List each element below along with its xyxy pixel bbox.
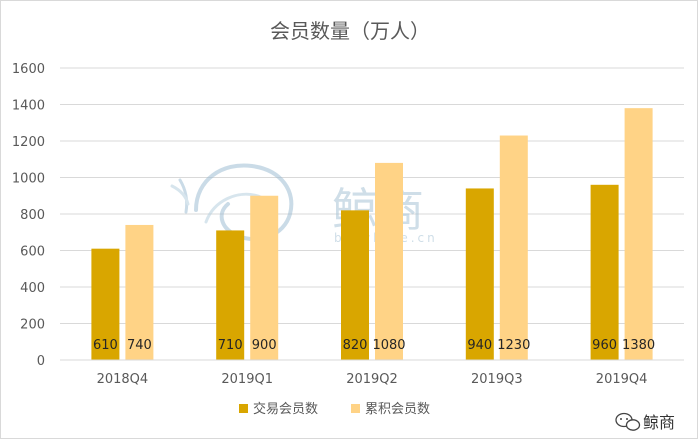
x-category-label-2018Q4: 2018Q4 — [97, 372, 149, 387]
bar-交易会员数-2019Q3 — [465, 188, 494, 360]
data-label-交易会员数-2018Q4: 610 — [93, 338, 118, 353]
x-category-label-2019Q2: 2019Q2 — [346, 372, 398, 387]
legend-label-累积会员数: 累积会员数 — [365, 402, 430, 417]
data-label-交易会员数-2019Q3: 940 — [467, 338, 492, 353]
data-label-累积会员数-2019Q4: 1380 — [622, 338, 655, 353]
x-category-label-2019Q3: 2019Q3 — [471, 372, 523, 387]
bar-交易会员数-2018Q4 — [91, 248, 120, 360]
y-axis-ticks: 0 200 400 600 800 1000 1200 1400 1600 — [12, 62, 45, 369]
legend-swatch-交易会员数 — [239, 404, 248, 413]
legend-label-交易会员数: 交易会员数 — [253, 401, 318, 417]
bar-累积会员数-2019Q3 — [499, 135, 528, 360]
bar-交易会员数-2019Q2 — [341, 210, 369, 360]
bar-累积会员数-2019Q1 — [250, 195, 279, 360]
bar-交易会员数-2019Q1 — [216, 230, 245, 360]
data-label-累积会员数-2019Q2: 1080 — [372, 338, 405, 353]
y-tick-label-600: 600 — [20, 245, 45, 260]
legend: 交易会员数 累积会员数 — [239, 401, 430, 417]
chart-title: 会员数量（万人） — [270, 19, 430, 43]
bars — [91, 108, 653, 361]
wechat-icon — [615, 412, 641, 431]
x-axis-categories: 2018Q4 2019Q1 2019Q2 2019Q3 2019Q4 — [97, 372, 648, 387]
data-labels: 610 740 710 900 820 1080 940 1230 960 1380 — [93, 338, 655, 353]
data-label-交易会员数-2019Q1: 710 — [218, 338, 243, 353]
data-label-交易会员数-2019Q4: 960 — [592, 338, 617, 353]
legend-swatch-累积会员数 — [351, 404, 360, 413]
data-label-累积会员数-2019Q1: 900 — [252, 338, 277, 353]
y-tick-label-200: 200 — [20, 318, 45, 333]
brand-label: 鲸商 — [643, 413, 675, 432]
data-label-交易会员数-2019Q2: 820 — [343, 338, 368, 353]
brand: 鲸商 — [615, 412, 675, 432]
x-category-label-2019Q1: 2019Q1 — [221, 372, 273, 387]
y-tick-label-0: 0 — [37, 354, 45, 369]
y-tick-label-1000: 1000 — [12, 172, 45, 187]
data-label-累积会员数-2019Q3: 1230 — [497, 338, 530, 353]
bar-累积会员数-2018Q4 — [125, 224, 154, 360]
bar-交易会员数-2019Q4 — [590, 184, 619, 360]
gridlines — [60, 67, 684, 324]
y-tick-label-1400: 1400 — [12, 99, 45, 114]
bar-累积会员数-2019Q2 — [375, 162, 403, 360]
bar-累积会员数-2019Q4 — [624, 108, 653, 361]
y-tick-label-1200: 1200 — [12, 135, 45, 150]
y-tick-label-400: 400 — [20, 281, 45, 296]
data-label-累积会员数-2018Q4: 740 — [127, 338, 152, 353]
x-category-label-2019Q4: 2019Q4 — [596, 372, 648, 387]
y-tick-label-1600: 1600 — [12, 62, 45, 77]
y-tick-label-800: 800 — [20, 208, 45, 223]
